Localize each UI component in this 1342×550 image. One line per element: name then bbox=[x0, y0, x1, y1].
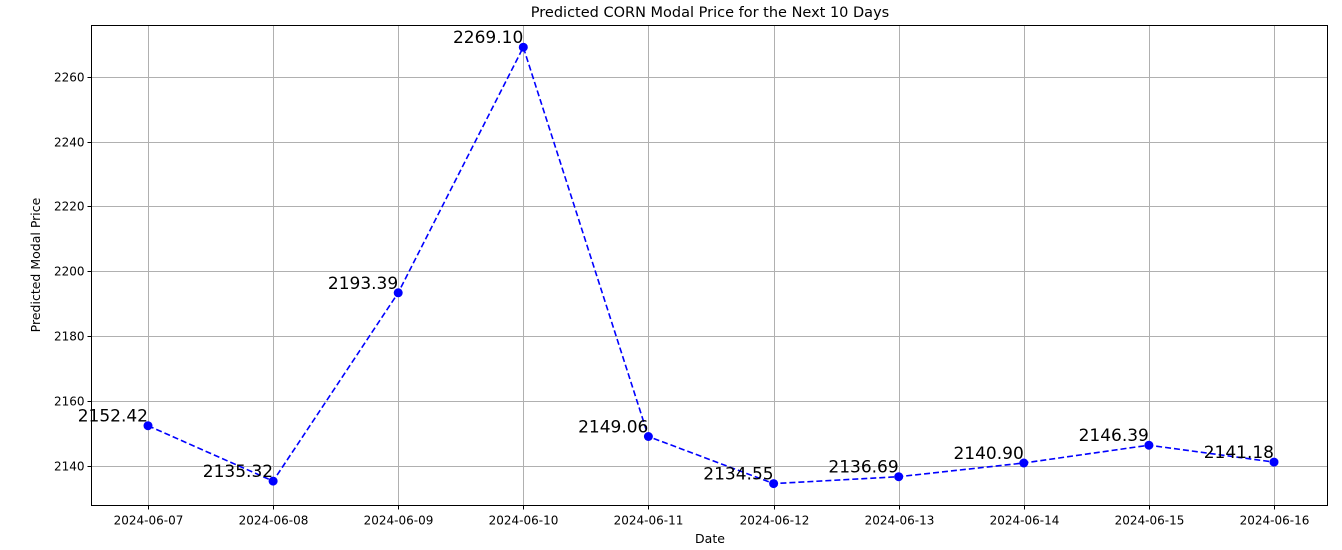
data-label: 2134.55 bbox=[703, 465, 773, 485]
data-label: 2146.39 bbox=[1079, 426, 1149, 446]
y-tick-label: 2260 bbox=[54, 71, 85, 85]
data-label: 2135.32 bbox=[203, 462, 273, 482]
x-tick-label: 2024-06-11 bbox=[614, 514, 684, 528]
x-tick-label: 2024-06-10 bbox=[489, 514, 559, 528]
data-label: 2193.39 bbox=[328, 274, 398, 294]
data-point bbox=[1269, 457, 1279, 467]
x-tick-label: 2024-06-09 bbox=[364, 514, 434, 528]
y-tick-label: 2200 bbox=[54, 265, 85, 279]
y-tick-label: 2180 bbox=[54, 330, 85, 344]
data-label: 2149.06 bbox=[578, 418, 648, 438]
chart-title: Predicted CORN Modal Price for the Next … bbox=[531, 5, 889, 21]
data-labels: 2152.42 2135.32 2193.39 2269.10 2149.06 2134.… bbox=[78, 28, 1274, 484]
y-tick-label: 2140 bbox=[54, 460, 85, 474]
data-point bbox=[769, 479, 779, 489]
series-markers bbox=[143, 42, 1279, 489]
data-point bbox=[1144, 440, 1154, 450]
data-point bbox=[393, 288, 403, 298]
data-point bbox=[894, 472, 904, 482]
data-label: 2141.18 bbox=[1204, 443, 1274, 463]
x-tick-label: 2024-06-13 bbox=[865, 514, 935, 528]
x-axis-label: Date bbox=[695, 531, 725, 546]
x-tick-label: 2024-06-16 bbox=[1240, 514, 1310, 528]
x-tick-label: 2024-06-15 bbox=[1115, 514, 1185, 528]
x-tick-label: 2024-06-14 bbox=[990, 514, 1060, 528]
grid bbox=[91, 25, 1328, 506]
data-label: 2152.42 bbox=[78, 407, 148, 427]
data-point bbox=[143, 421, 153, 431]
y-tick-label: 2160 bbox=[54, 395, 85, 409]
data-point bbox=[268, 476, 278, 486]
plot-frame bbox=[91, 25, 1328, 506]
y-axis-label: Predicted Modal Price bbox=[28, 197, 43, 332]
data-label: 2269.10 bbox=[453, 28, 523, 48]
x-tick-label: 2024-06-07 bbox=[114, 514, 184, 528]
data-point bbox=[643, 432, 653, 441]
axis-ticks: 2024-06-07 2024-06-08 2024-06-09 2024-06-10… bbox=[54, 71, 1309, 528]
y-tick-label: 2220 bbox=[54, 200, 85, 214]
series-line bbox=[147, 45, 1275, 485]
y-tick-label: 2240 bbox=[54, 136, 85, 150]
data-point bbox=[1019, 458, 1029, 468]
data-label: 2136.69 bbox=[828, 458, 898, 478]
data-point bbox=[518, 42, 528, 52]
data-label: 2140.90 bbox=[953, 444, 1023, 464]
x-tick-label: 2024-06-08 bbox=[239, 514, 309, 528]
x-tick-label: 2024-06-12 bbox=[740, 514, 810, 528]
